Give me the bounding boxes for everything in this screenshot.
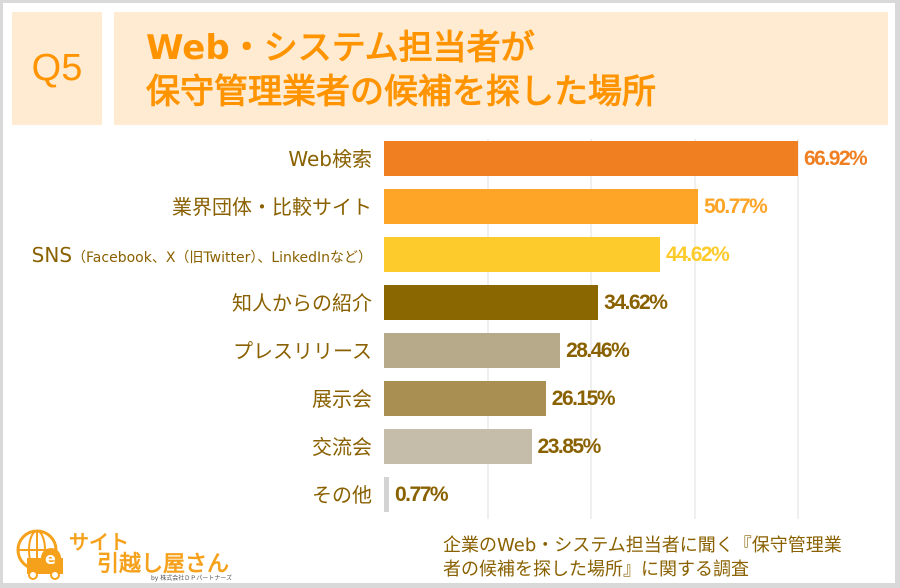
- logo-subtext: by 株式会社ＤＰパートナーズ: [151, 575, 232, 582]
- bar: [384, 141, 798, 176]
- category-label-main: その他: [312, 483, 372, 507]
- category-label-main: 知人からの紹介: [232, 291, 372, 315]
- source-line-2: 者の候補を探した場所』に関する調査: [443, 559, 749, 580]
- question-number: Q5: [31, 47, 83, 89]
- data-label: 44.62%: [666, 243, 730, 266]
- category-label-main: 交流会: [312, 435, 372, 459]
- bar: [384, 333, 561, 368]
- category-label-main: Web検索: [288, 147, 372, 171]
- gridline: [693, 139, 696, 519]
- globe-truck-icon: e: [16, 529, 63, 580]
- gridline: [486, 139, 489, 519]
- logo-text: 引越し屋さん: [97, 552, 230, 577]
- data-label: 66.92%: [804, 147, 868, 170]
- data-label: 26.15%: [551, 387, 616, 410]
- category-label-note: （Facebook、X（旧Twitter）、LinkedInなど）: [72, 250, 372, 266]
- title-line-1: Web・システム担当者が: [146, 28, 535, 68]
- category-label-main: 展示会: [312, 387, 372, 411]
- data-label: 0.77%: [395, 483, 449, 506]
- data-label: 23.85%: [537, 435, 602, 458]
- category-label-main: プレスリリース: [233, 339, 372, 363]
- category-label-main: SNS: [31, 243, 73, 267]
- bar: [384, 477, 389, 512]
- bar: [384, 285, 599, 320]
- bar: [384, 237, 661, 272]
- data-label: 28.46%: [566, 339, 630, 362]
- question-number-badge: Q5: [12, 12, 102, 125]
- category-label-main: 業界団体・比較サイト: [172, 195, 372, 219]
- data-label: 50.77%: [704, 195, 768, 218]
- chart-title: Web・システム担当者が 保守管理業者の候補を探した場所: [114, 12, 888, 125]
- category-label: 交流会: [312, 429, 372, 465]
- category-label: プレスリリース: [233, 333, 372, 369]
- infographic: Q5 Web・システム担当者が 保守管理業者の候補を探した場所 Web検索 66.…: [3, 3, 895, 583]
- gridline: [797, 139, 799, 519]
- bar-chart: Web検索 66.92% 業界団体・比較サイト 50.77% SNS（Facebook、…: [3, 3, 895, 523]
- source-line-1: 企業のWeb・システム担当者に聞く『保守管理業: [443, 535, 842, 556]
- logo-text: サイト: [69, 530, 129, 554]
- svg-text:e: e: [45, 549, 56, 568]
- survey-source-note: 企業のWeb・システム担当者に聞く『保守管理業 者の候補を探した場所』に関する調…: [443, 534, 842, 582]
- title-line-2: 保守管理業者の候補を探した場所: [146, 72, 656, 112]
- category-label: 業界団体・比較サイト: [172, 189, 372, 225]
- bar: [384, 189, 699, 224]
- bar: [384, 381, 546, 416]
- data-label: 34.62%: [604, 291, 668, 314]
- bar: [384, 429, 532, 464]
- company-logo: e サイト 引越し屋さん by 株式会社ＤＰパートナーズ: [13, 528, 233, 582]
- category-label: 展示会: [312, 381, 372, 417]
- category-label: SNS（Facebook、X（旧Twitter）、LinkedInなど）: [32, 237, 372, 273]
- category-label: Web検索: [288, 141, 372, 177]
- category-label: 知人からの紹介: [232, 285, 372, 321]
- gridline: [590, 139, 592, 519]
- category-label: その他: [312, 477, 372, 513]
